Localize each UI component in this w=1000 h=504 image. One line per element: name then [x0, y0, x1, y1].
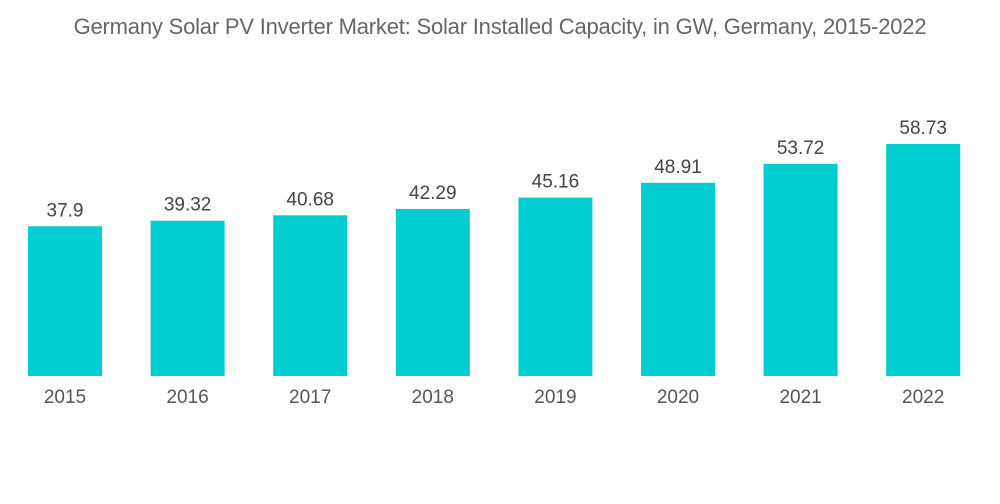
data-label-2021: 53.72 [777, 138, 825, 159]
bar-2017 [273, 215, 348, 376]
x-tick-2022: 2022 [902, 387, 944, 408]
bar-2021 [763, 163, 838, 376]
x-tick-2018: 2018 [412, 387, 454, 408]
bar-2015 [28, 226, 102, 376]
bar-2016 [150, 220, 225, 376]
data-label-2016: 39.32 [164, 195, 212, 216]
data-label-2022: 58.73 [899, 118, 947, 139]
data-label-2019: 45.16 [532, 172, 580, 193]
x-tick-2015: 2015 [44, 387, 86, 408]
data-label-2017: 40.68 [286, 189, 334, 210]
bar-2022 [886, 144, 961, 376]
data-label-2020: 48.91 [654, 157, 702, 178]
bar-2019 [518, 197, 593, 376]
x-tick-2016: 2016 [166, 387, 208, 408]
bar-2020 [641, 182, 715, 376]
data-label-2018: 42.29 [409, 183, 457, 204]
x-tick-2020: 2020 [657, 387, 699, 408]
bar-2018 [395, 208, 470, 376]
data-label-2015: 37.9 [47, 200, 84, 221]
x-tick-2019: 2019 [534, 387, 576, 408]
x-tick-2021: 2021 [779, 387, 821, 408]
x-tick-2017: 2017 [289, 387, 331, 408]
chart-title: Germany Solar PV Inverter Market: Solar … [73, 14, 927, 39]
